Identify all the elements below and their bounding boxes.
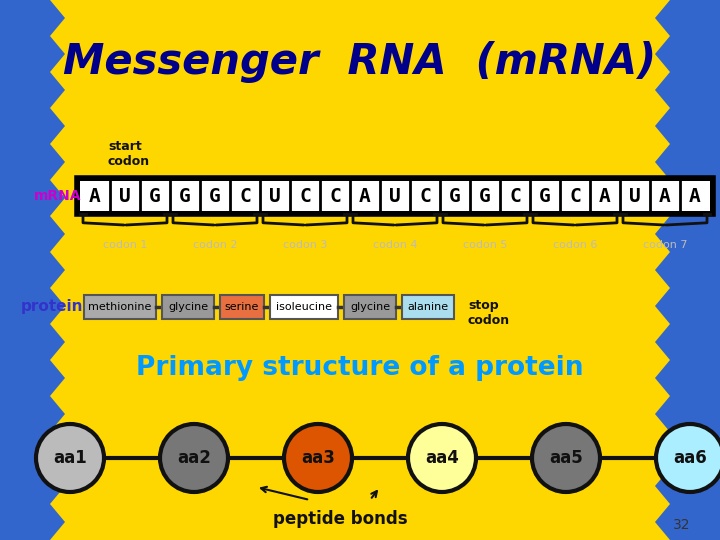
Text: A: A [659,186,671,206]
Text: aa4: aa4 [425,449,459,467]
Bar [470,181,500,211]
Text: codon 5: codon 5 [463,240,507,250]
Text: G: G [539,186,551,206]
Bar [344,295,396,319]
Bar [220,295,264,319]
Text: start
codon: start codon [108,140,150,168]
Text: G: G [179,186,191,206]
PathPatch shape [655,0,720,540]
Bar [500,181,530,211]
Text: glycine: glycine [350,302,390,312]
Text: stop
codon: stop codon [468,299,510,327]
Bar [110,181,140,211]
Bar [440,181,470,211]
Circle shape [284,424,352,492]
Text: alanine: alanine [408,302,449,312]
Text: methionine: methionine [89,302,152,312]
Bar [230,181,260,211]
Text: aa6: aa6 [673,449,707,467]
Text: aa3: aa3 [301,449,335,467]
Bar [650,181,680,211]
Circle shape [160,424,228,492]
Bar [260,181,290,211]
Text: Primary structure of a protein: Primary structure of a protein [136,355,584,381]
PathPatch shape [0,0,65,540]
Bar [560,181,590,211]
Bar [162,295,214,319]
Text: aa5: aa5 [549,449,583,467]
Circle shape [656,424,720,492]
Text: serine: serine [225,302,259,312]
Text: G: G [449,186,461,206]
Text: G: G [479,186,491,206]
Bar [320,181,350,211]
Text: peptide bonds: peptide bonds [273,510,408,528]
Bar [530,181,560,211]
Bar [290,181,320,211]
Text: A: A [89,186,101,206]
Bar [590,181,620,211]
Bar [77,178,713,214]
Bar [380,181,410,211]
Text: aa2: aa2 [177,449,211,467]
Text: C: C [569,186,581,206]
Bar [620,181,650,211]
Bar [80,181,110,211]
Bar [200,181,230,211]
Bar [170,181,200,211]
Text: protein: protein [21,300,84,314]
Text: Messenger  RNA  (mRNA): Messenger RNA (mRNA) [63,41,657,83]
Text: C: C [509,186,521,206]
Bar [270,295,338,319]
Text: U: U [269,186,281,206]
Text: 32: 32 [672,518,690,532]
Text: U: U [389,186,401,206]
Text: U: U [629,186,641,206]
Bar [680,181,710,211]
Text: A: A [359,186,371,206]
Text: codon 2: codon 2 [193,240,238,250]
Text: C: C [299,186,311,206]
Text: codon 7: codon 7 [643,240,688,250]
Bar [410,181,440,211]
Text: codon 3: codon 3 [283,240,327,250]
Text: A: A [689,186,701,206]
Text: U: U [119,186,131,206]
Text: codon 4: codon 4 [373,240,418,250]
Text: G: G [149,186,161,206]
Text: C: C [329,186,341,206]
Circle shape [408,424,476,492]
Text: A: A [599,186,611,206]
Bar [84,295,156,319]
Text: mRNA: mRNA [35,189,82,203]
Text: aa1: aa1 [53,449,87,467]
Text: glycine: glycine [168,302,208,312]
Bar [350,181,380,211]
Text: C: C [239,186,251,206]
Text: isoleucine: isoleucine [276,302,332,312]
Text: codon 6: codon 6 [553,240,597,250]
Text: C: C [419,186,431,206]
Text: codon 1: codon 1 [103,240,147,250]
Circle shape [36,424,104,492]
Text: G: G [209,186,221,206]
Bar [402,295,454,319]
Circle shape [532,424,600,492]
Bar [140,181,170,211]
